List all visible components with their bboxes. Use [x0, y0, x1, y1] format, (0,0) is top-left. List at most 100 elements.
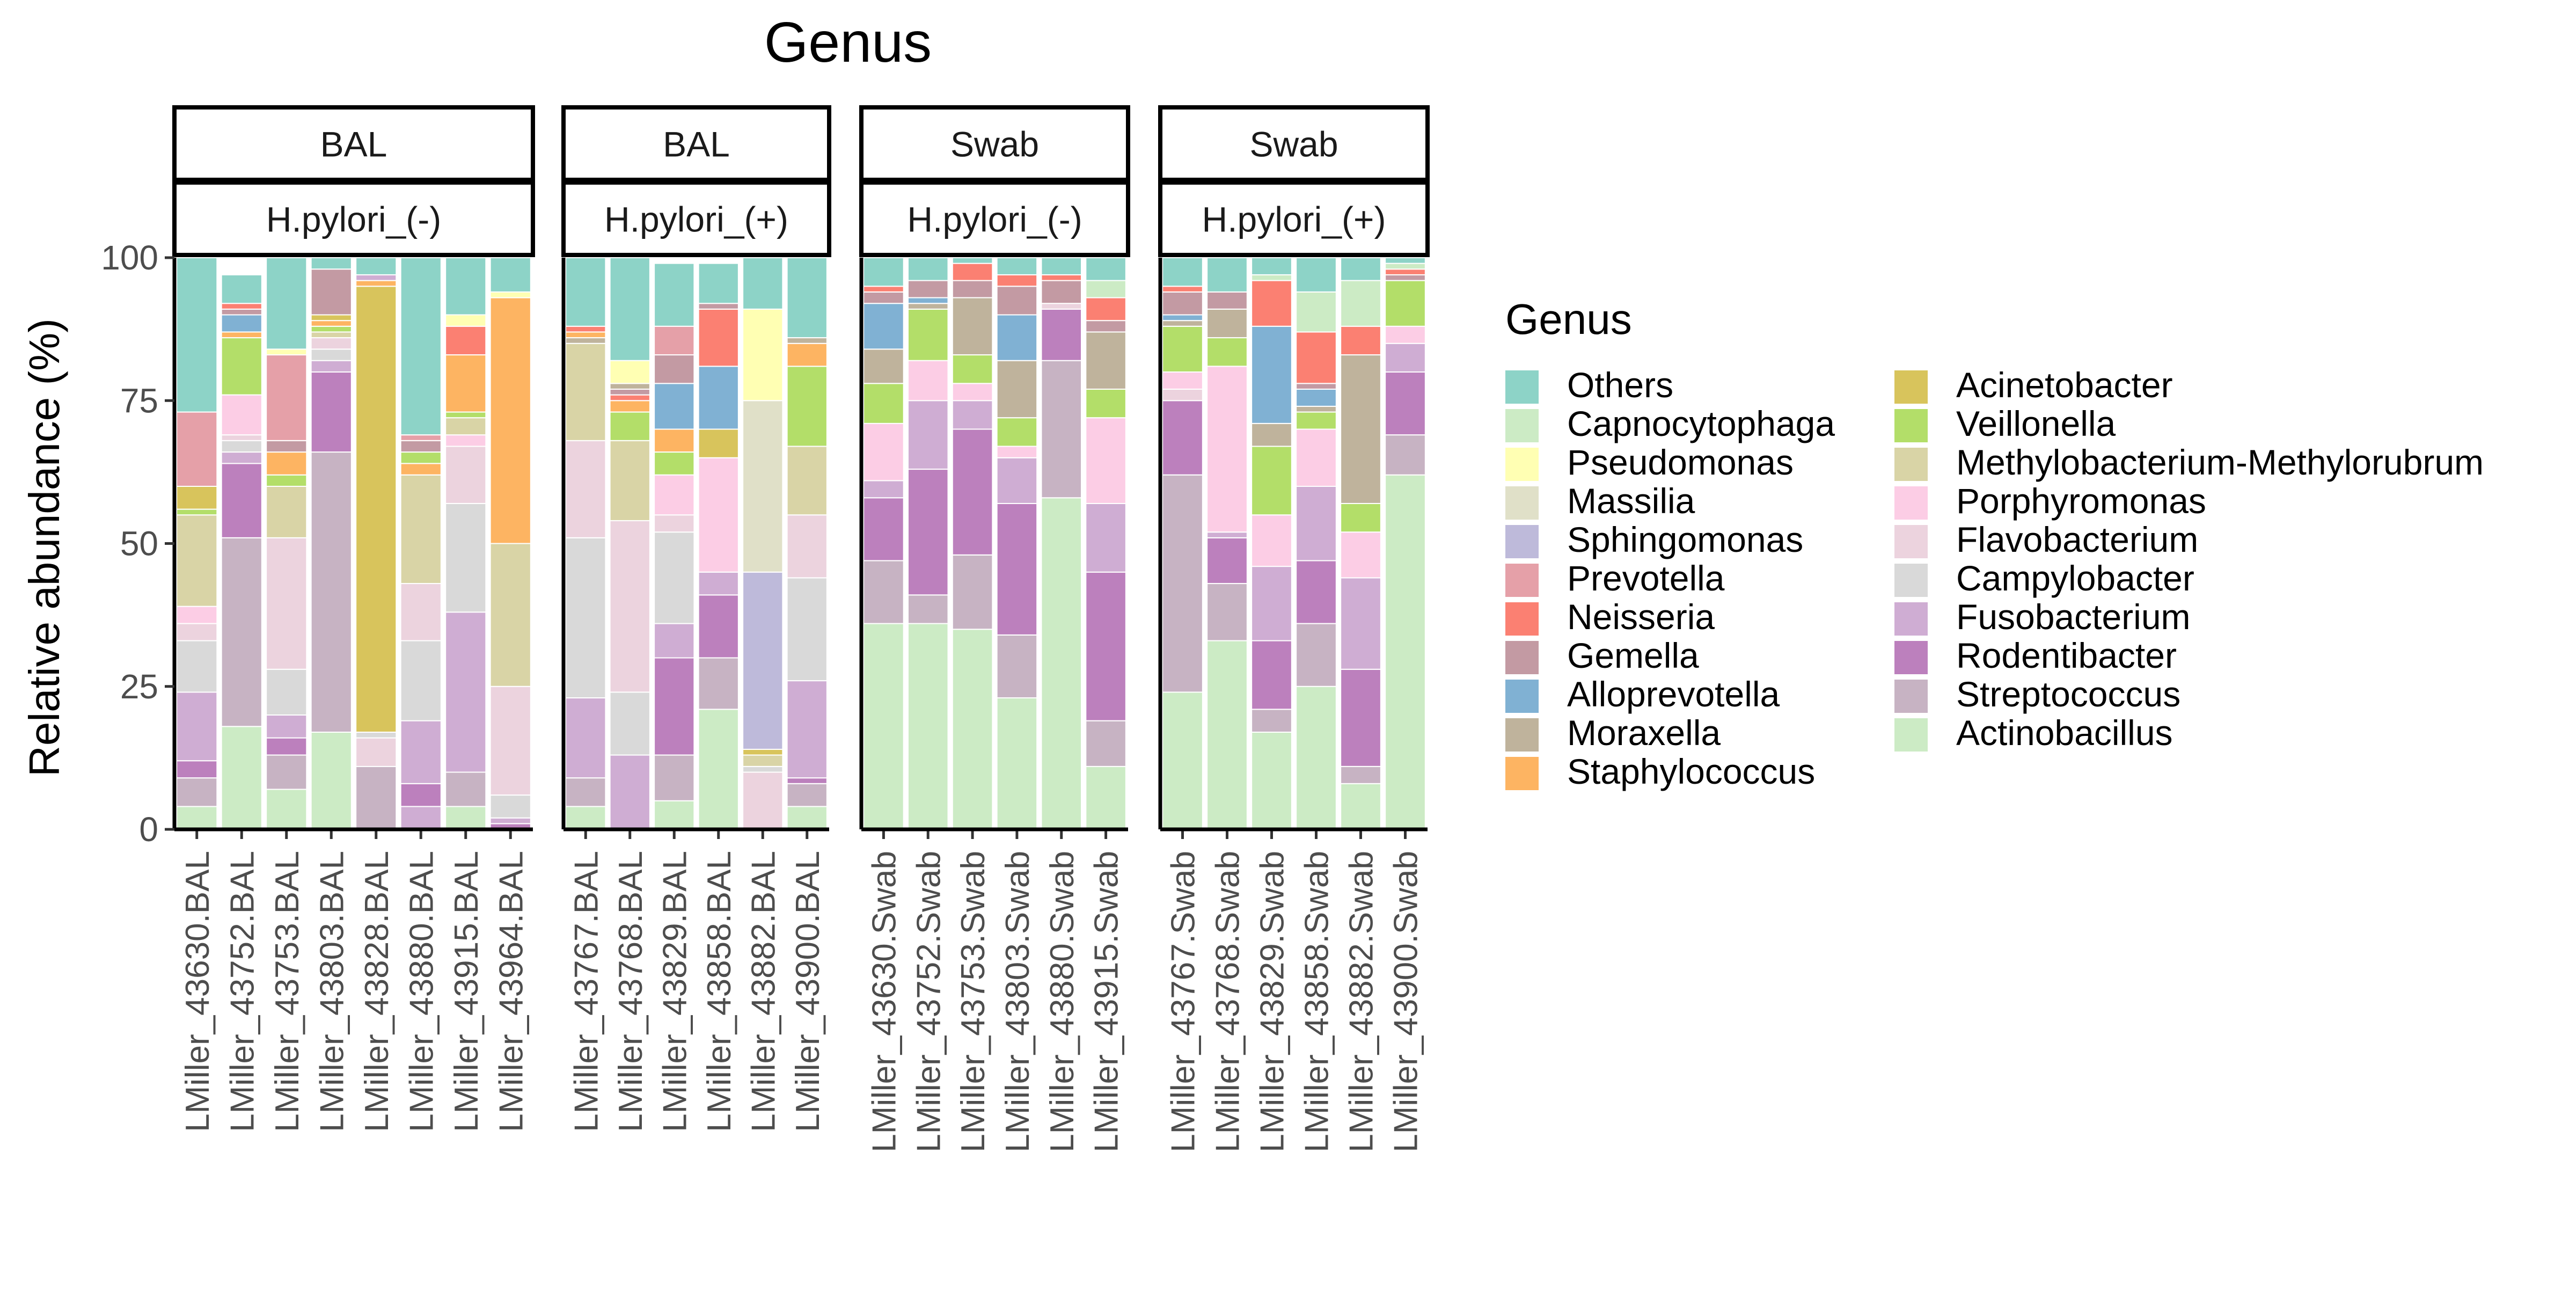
bar-segment-staphylococcus [489, 297, 531, 544]
bar-segment-capnocytophaga [1296, 291, 1337, 333]
bar-segment-prevotella [266, 354, 308, 441]
bar-segment-methylobacterium-methylorubrum [310, 331, 352, 339]
bar-segment-gemella [952, 280, 993, 298]
bar-segment-campylobacter [176, 640, 218, 693]
bar-segment-others [654, 262, 695, 327]
bar-LMiller_43858.BAL [698, 262, 739, 830]
facet-strip-label: Swab [1249, 125, 1338, 164]
x-tick-label: LMiller_43768.Swab [1210, 851, 1247, 1153]
bar-segment-actinobacillus [907, 623, 949, 830]
bar-segment-alloprevotella [654, 383, 695, 430]
x-tick-label: LMiller_43768.BAL [612, 851, 649, 1132]
bar-segment-fusobacterium [1385, 342, 1426, 373]
bar-segment-staphylococcus [310, 320, 352, 327]
x-tick-label: LMiller_43900.BAL [789, 851, 826, 1132]
bar-segment-veillonella [863, 383, 904, 424]
x-tick-label: LMiller_43915.BAL [448, 851, 485, 1132]
bar-segment-veillonella [445, 411, 487, 419]
bar-LMiller_43630.BAL [176, 257, 218, 830]
bar-segment-alloprevotella [698, 366, 739, 430]
bar-segment-veillonella [221, 337, 262, 396]
bar-segment-others [996, 257, 1038, 275]
bar-segment-acinetobacter [355, 286, 397, 733]
bar-segment-actinobacillus [1296, 685, 1337, 830]
bar-segment-streptococcus [654, 754, 695, 801]
bar-segment-methylobacterium-methylorubrum [786, 446, 828, 516]
y-axis-label: Relative abundance (%) [20, 318, 68, 777]
bar-segment-alloprevotella [996, 314, 1038, 361]
legend-item: Porphyromonas [1894, 481, 2206, 521]
bar-segment-others [1206, 257, 1248, 293]
bar-segment-fusobacterium [1085, 502, 1126, 573]
legend-label: Massilia [1567, 481, 1695, 521]
bar-LMiller_43882.BAL [742, 257, 784, 830]
bar-segment-fusobacterium [355, 274, 397, 281]
bar-segment-staphylococcus [355, 280, 397, 287]
bar-segment-gemella [863, 291, 904, 304]
x-tick-label: LMiller_43630.BAL [179, 851, 216, 1132]
bar-segment-capnocytophaga [1340, 280, 1381, 327]
bar-LMiller_43768.BAL [609, 257, 650, 830]
bar-segment-others [1041, 257, 1082, 275]
bar-segment-moraxella [1085, 331, 1126, 390]
bar-segment-streptococcus [1296, 623, 1337, 687]
x-tick-label: LMiller_43829.Swab [1254, 851, 1291, 1153]
bar-LMiller_43630.Swab [863, 257, 904, 830]
legend-key [1894, 486, 1928, 520]
bar-segment-gemella [996, 286, 1038, 316]
bar-segment-fusobacterium [310, 360, 352, 373]
bar-segment-actinobacillus [654, 800, 695, 830]
legend-item: Campylobacter [1894, 558, 2194, 598]
bar-segment-campylobacter [565, 537, 606, 699]
bar-segment-actinobacillus [1206, 640, 1248, 830]
bar-segment-others [221, 274, 262, 304]
legend-key [1894, 641, 1928, 674]
bar-segment-flavobacterium [266, 537, 308, 670]
bar-segment-staphylococcus [565, 331, 606, 339]
bar-segment-rodentibacter [786, 777, 828, 784]
bar-segment-neisseria [1162, 286, 1203, 293]
legend-label: Sphingomonas [1567, 520, 1803, 559]
y-tick-label: 50 [120, 524, 158, 563]
bar-segment-methylobacterium-methylorubrum [742, 754, 784, 767]
bar-segment-actinobacillus [1041, 497, 1082, 830]
bar-segment-fusobacterium [952, 400, 993, 430]
bar-segment-fusobacterium [266, 714, 308, 739]
bar-segment-others [1162, 257, 1203, 287]
bar-segment-methylobacterium-methylorubrum [565, 342, 606, 441]
legend-label: Rodentibacter [1956, 636, 2177, 675]
bar-segment-alloprevotella [1251, 325, 1292, 424]
chart-title: Genus [764, 11, 932, 74]
bar-segment-fusobacterium [1296, 486, 1337, 561]
bar-segment-staphylococcus [609, 400, 650, 413]
bar-LMiller_43767.Swab [1162, 257, 1203, 830]
bar-LMiller_43752.BAL [221, 274, 262, 830]
bar-segment-fusobacterium [1340, 577, 1381, 670]
bar-segment-flavobacterium [1041, 303, 1082, 310]
legend-item: Prevotella [1505, 558, 1725, 598]
bar-segment-methylobacterium-methylorubrum [445, 417, 487, 436]
legend-label: Moraxella [1567, 713, 1721, 753]
legend-item: Gemella [1505, 636, 1699, 675]
bar-segment-rodentibacter [266, 737, 308, 756]
bar-segment-rodentibacter [654, 657, 695, 756]
x-tick-label: LMiller_43753.Swab [955, 851, 992, 1153]
bar-segment-others [1340, 257, 1381, 281]
bar-segment-neisseria [996, 274, 1038, 287]
bar-segment-fusobacterium [863, 480, 904, 499]
bar-segment-flavobacterium [400, 583, 442, 641]
bar-LMiller_43768.Swab [1206, 257, 1248, 830]
bar-segment-campylobacter [310, 348, 352, 361]
legend-key [1505, 564, 1539, 597]
bar-segment-actinobacillus [1251, 731, 1292, 830]
bar-segment-gemella [654, 354, 695, 384]
bar-LMiller_43803.BAL [310, 257, 352, 830]
bar-segment-methylobacterium-methylorubrum [266, 486, 308, 538]
bar-LMiller_43880.BAL [400, 257, 442, 830]
bar-segment-alloprevotella [1296, 388, 1337, 407]
bar-segment-actinobacillus [221, 726, 262, 830]
bar-segment-gemella [1041, 280, 1082, 304]
bar-LMiller_43900.Swab [1385, 257, 1426, 830]
bar-segment-alloprevotella [863, 303, 904, 350]
bar-segment-gemella [1206, 291, 1248, 310]
